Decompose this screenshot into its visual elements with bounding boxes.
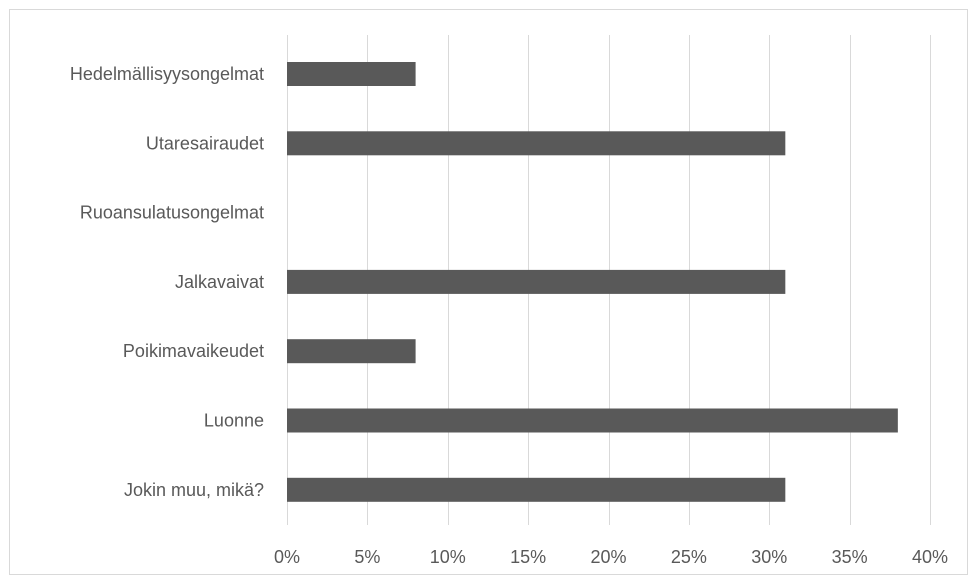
bars [287,62,898,502]
bar [287,62,416,86]
x-tick-label: 40% [912,547,948,567]
x-tick-label: 35% [832,547,868,567]
bar [287,131,786,156]
x-tick-label: 10% [430,547,466,567]
bar [287,477,786,502]
bar [287,339,416,364]
x-tick-label: 25% [671,547,707,567]
x-tick-label: 0% [274,547,300,567]
category-label: Jokin muu, mikä? [124,480,264,500]
x-tick-label: 30% [751,547,787,567]
category-label: Utaresairaudet [146,133,264,153]
x-tick-label: 5% [354,547,380,567]
category-label: Luonne [204,411,264,431]
bar [287,269,786,294]
category-label: Ruoansulatusongelmat [80,203,264,223]
x-tick-labels: 0% 5% 10% 15% 20% 25% 30% 35% 40% [274,547,948,567]
category-label: Hedelmällisyysongelmat [70,64,264,84]
category-labels: Hedelmällisyysongelmat Utaresairaudet Ruoa… [70,64,264,500]
bar [287,408,898,433]
x-tick-label: 20% [590,547,626,567]
x-tick-label: 15% [510,547,546,567]
category-label: Jalkavaivat [175,272,264,292]
category-label: Poikimavaikeudet [123,341,264,361]
